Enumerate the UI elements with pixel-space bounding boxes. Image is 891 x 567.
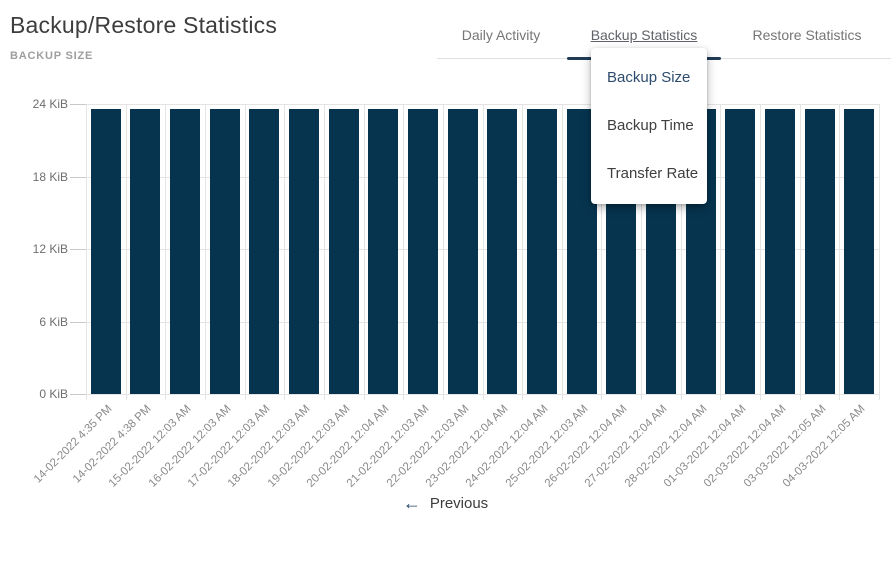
x-gridline	[244, 104, 246, 400]
y-axis-label: 0 KiB	[39, 387, 68, 401]
previous-button-label: Previous	[429, 494, 489, 512]
x-gridline	[165, 104, 167, 400]
x-gridline	[125, 104, 127, 400]
chart-section-label: BACKUP SIZE	[10, 50, 94, 62]
bar[interactable]	[725, 108, 756, 394]
bar[interactable]	[328, 108, 359, 394]
x-gridline	[561, 104, 563, 400]
backup-size-bar-chart: 0 KiB 6 KiB 12 KiB 18 KiB 24 KiB 14-02-2022 4…	[32, 97, 880, 490]
menu-item-backup-time[interactable]: Backup Time	[607, 117, 694, 134]
backup-statistics-menu: Backup Size Backup Time Transfer Rate	[591, 48, 707, 204]
y-axis-label: 24 KiB	[32, 97, 68, 111]
bar[interactable]	[804, 108, 835, 394]
bar[interactable]	[408, 108, 439, 394]
bar[interactable]	[90, 108, 121, 394]
y-axis-tick	[70, 394, 86, 395]
menu-item-transfer-rate[interactable]: Transfer Rate	[607, 165, 699, 182]
y-axis-label: 12 KiB	[32, 242, 68, 256]
bar[interactable]	[289, 108, 320, 394]
x-gridline	[879, 104, 880, 400]
x-gridline	[522, 104, 524, 400]
x-gridline	[720, 104, 722, 400]
arrow-left-icon: ←	[402, 493, 421, 513]
bar[interactable]	[170, 108, 201, 394]
bar[interactable]	[526, 108, 557, 394]
y-axis-tick	[70, 321, 86, 323]
y-axis-tick	[70, 104, 86, 105]
x-gridline	[641, 104, 643, 400]
bar[interactable]	[209, 108, 240, 394]
tab-bar: Daily Activity Backup Statistics Restore…	[437, 13, 891, 60]
x-gridline	[323, 104, 325, 400]
y-axis-label: 18 KiB	[32, 169, 68, 184]
x-gridline	[403, 104, 405, 400]
y-axis-tick	[70, 176, 86, 178]
bar[interactable]	[447, 108, 478, 394]
y-axis-tick	[70, 249, 86, 250]
bar[interactable]	[249, 108, 280, 394]
y-axis-label: 6 KiB	[39, 314, 68, 329]
x-gridline	[760, 104, 762, 400]
pagination-footer: ← Previous	[0, 489, 891, 517]
x-gridline	[839, 104, 841, 400]
x-gridline	[284, 104, 286, 400]
x-gridline	[204, 104, 206, 400]
bar[interactable]	[487, 108, 518, 394]
x-gridline	[601, 104, 603, 400]
tab-restore-statistics[interactable]: Restore Statistics	[752, 27, 862, 43]
x-gridline	[442, 104, 444, 400]
bar[interactable]	[130, 108, 161, 394]
x-gridline	[799, 104, 801, 400]
x-gridline	[680, 104, 682, 400]
bar[interactable]	[368, 108, 399, 394]
bar[interactable]	[844, 108, 875, 394]
tab-daily-activity[interactable]: Daily Activity	[461, 27, 541, 43]
menu-item-backup-size[interactable]: Backup Size	[607, 69, 691, 86]
previous-button[interactable]: ← Previous	[403, 494, 488, 512]
x-gridline	[482, 104, 484, 400]
bar[interactable]	[764, 108, 795, 394]
page-title: Backup/Restore Statistics	[10, 12, 278, 38]
x-gridline	[363, 104, 365, 400]
x-gridline	[86, 104, 87, 400]
